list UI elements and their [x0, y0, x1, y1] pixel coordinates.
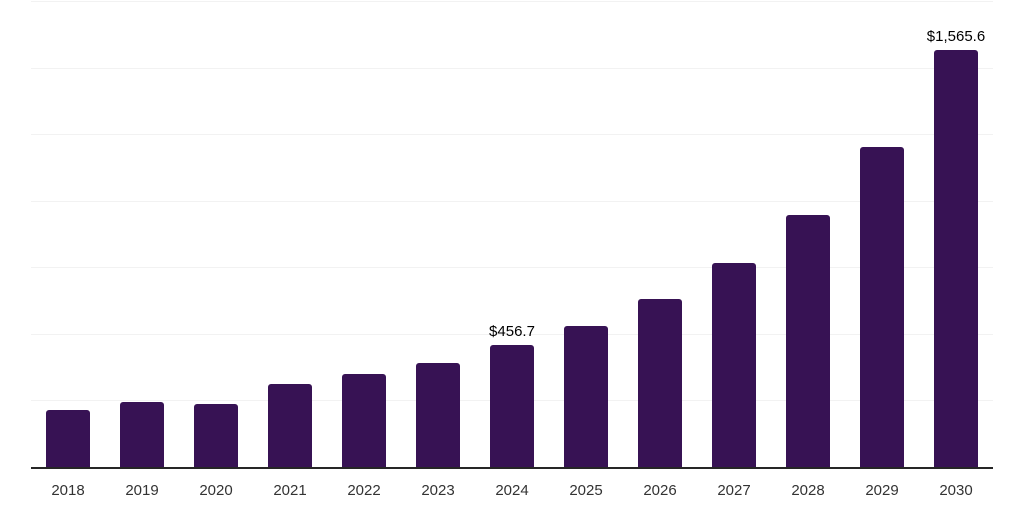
bar-band-2028 [771, 1, 845, 467]
x-tick-label-2030: 2030 [939, 482, 973, 499]
x-tick-label-2019: 2019 [125, 482, 159, 499]
x-tick-label-2028: 2028 [791, 482, 825, 499]
x-tick-label-2021: 2021 [273, 482, 307, 499]
x-tick-label-2022: 2022 [347, 482, 381, 499]
bar-band-2022 [327, 1, 401, 467]
data-label-2030: $1,565.6 [926, 28, 986, 46]
x-tick-label-2023: 2023 [421, 482, 455, 499]
bar-2027 [712, 263, 756, 467]
bar-2028 [786, 215, 830, 467]
gridline [31, 1, 993, 2]
x-tick-label-2025: 2025 [569, 482, 603, 499]
bar-2019 [120, 402, 164, 467]
gridline [31, 134, 993, 136]
plot-area: $456.7 $1,565.6 [31, 1, 993, 469]
bar-band-2019 [105, 1, 179, 467]
x-tick-label-2018: 2018 [51, 482, 85, 499]
x-tick-label-2029: 2029 [865, 482, 899, 499]
x-tick-label-2024: 2024 [495, 482, 529, 499]
bar-band-2018 [31, 1, 105, 467]
bar-band-2023 [401, 1, 475, 467]
bar-2022 [342, 374, 386, 467]
bar-band-2026 [623, 1, 697, 467]
x-axis-labels: 2018 2019 2020 2021 2022 2023 2024 2025 2026 2027… [31, 482, 993, 500]
gridline [31, 333, 993, 335]
bar-band-2021 [253, 1, 327, 467]
bar-band-2030: $1,565.6 [919, 1, 993, 467]
bar-2018 [46, 409, 90, 467]
bar-2029 [860, 146, 904, 467]
gridline [31, 200, 993, 202]
bar-band-2020 [179, 1, 253, 467]
bars: $456.7 $1,565.6 [31, 1, 993, 467]
bar-2030 [934, 50, 978, 467]
bar-2021 [268, 384, 312, 467]
bar-band-2027 [697, 1, 771, 467]
x-tick-label-2026: 2026 [643, 482, 677, 499]
x-tick-label-2027: 2027 [717, 482, 751, 499]
bar-band-2024: $456.7 [475, 1, 549, 467]
gridline [31, 67, 993, 69]
bar-2025 [564, 325, 608, 467]
data-label-2024: $456.7 [489, 323, 535, 341]
bar-2020 [194, 403, 238, 467]
bar-2026 [638, 298, 682, 467]
gridline [31, 267, 993, 269]
bar-band-2029 [845, 1, 919, 467]
bar-2023 [416, 362, 460, 467]
bar-band-2025 [549, 1, 623, 467]
bar-2024 [490, 345, 534, 467]
x-tick-label-2020: 2020 [199, 482, 233, 499]
